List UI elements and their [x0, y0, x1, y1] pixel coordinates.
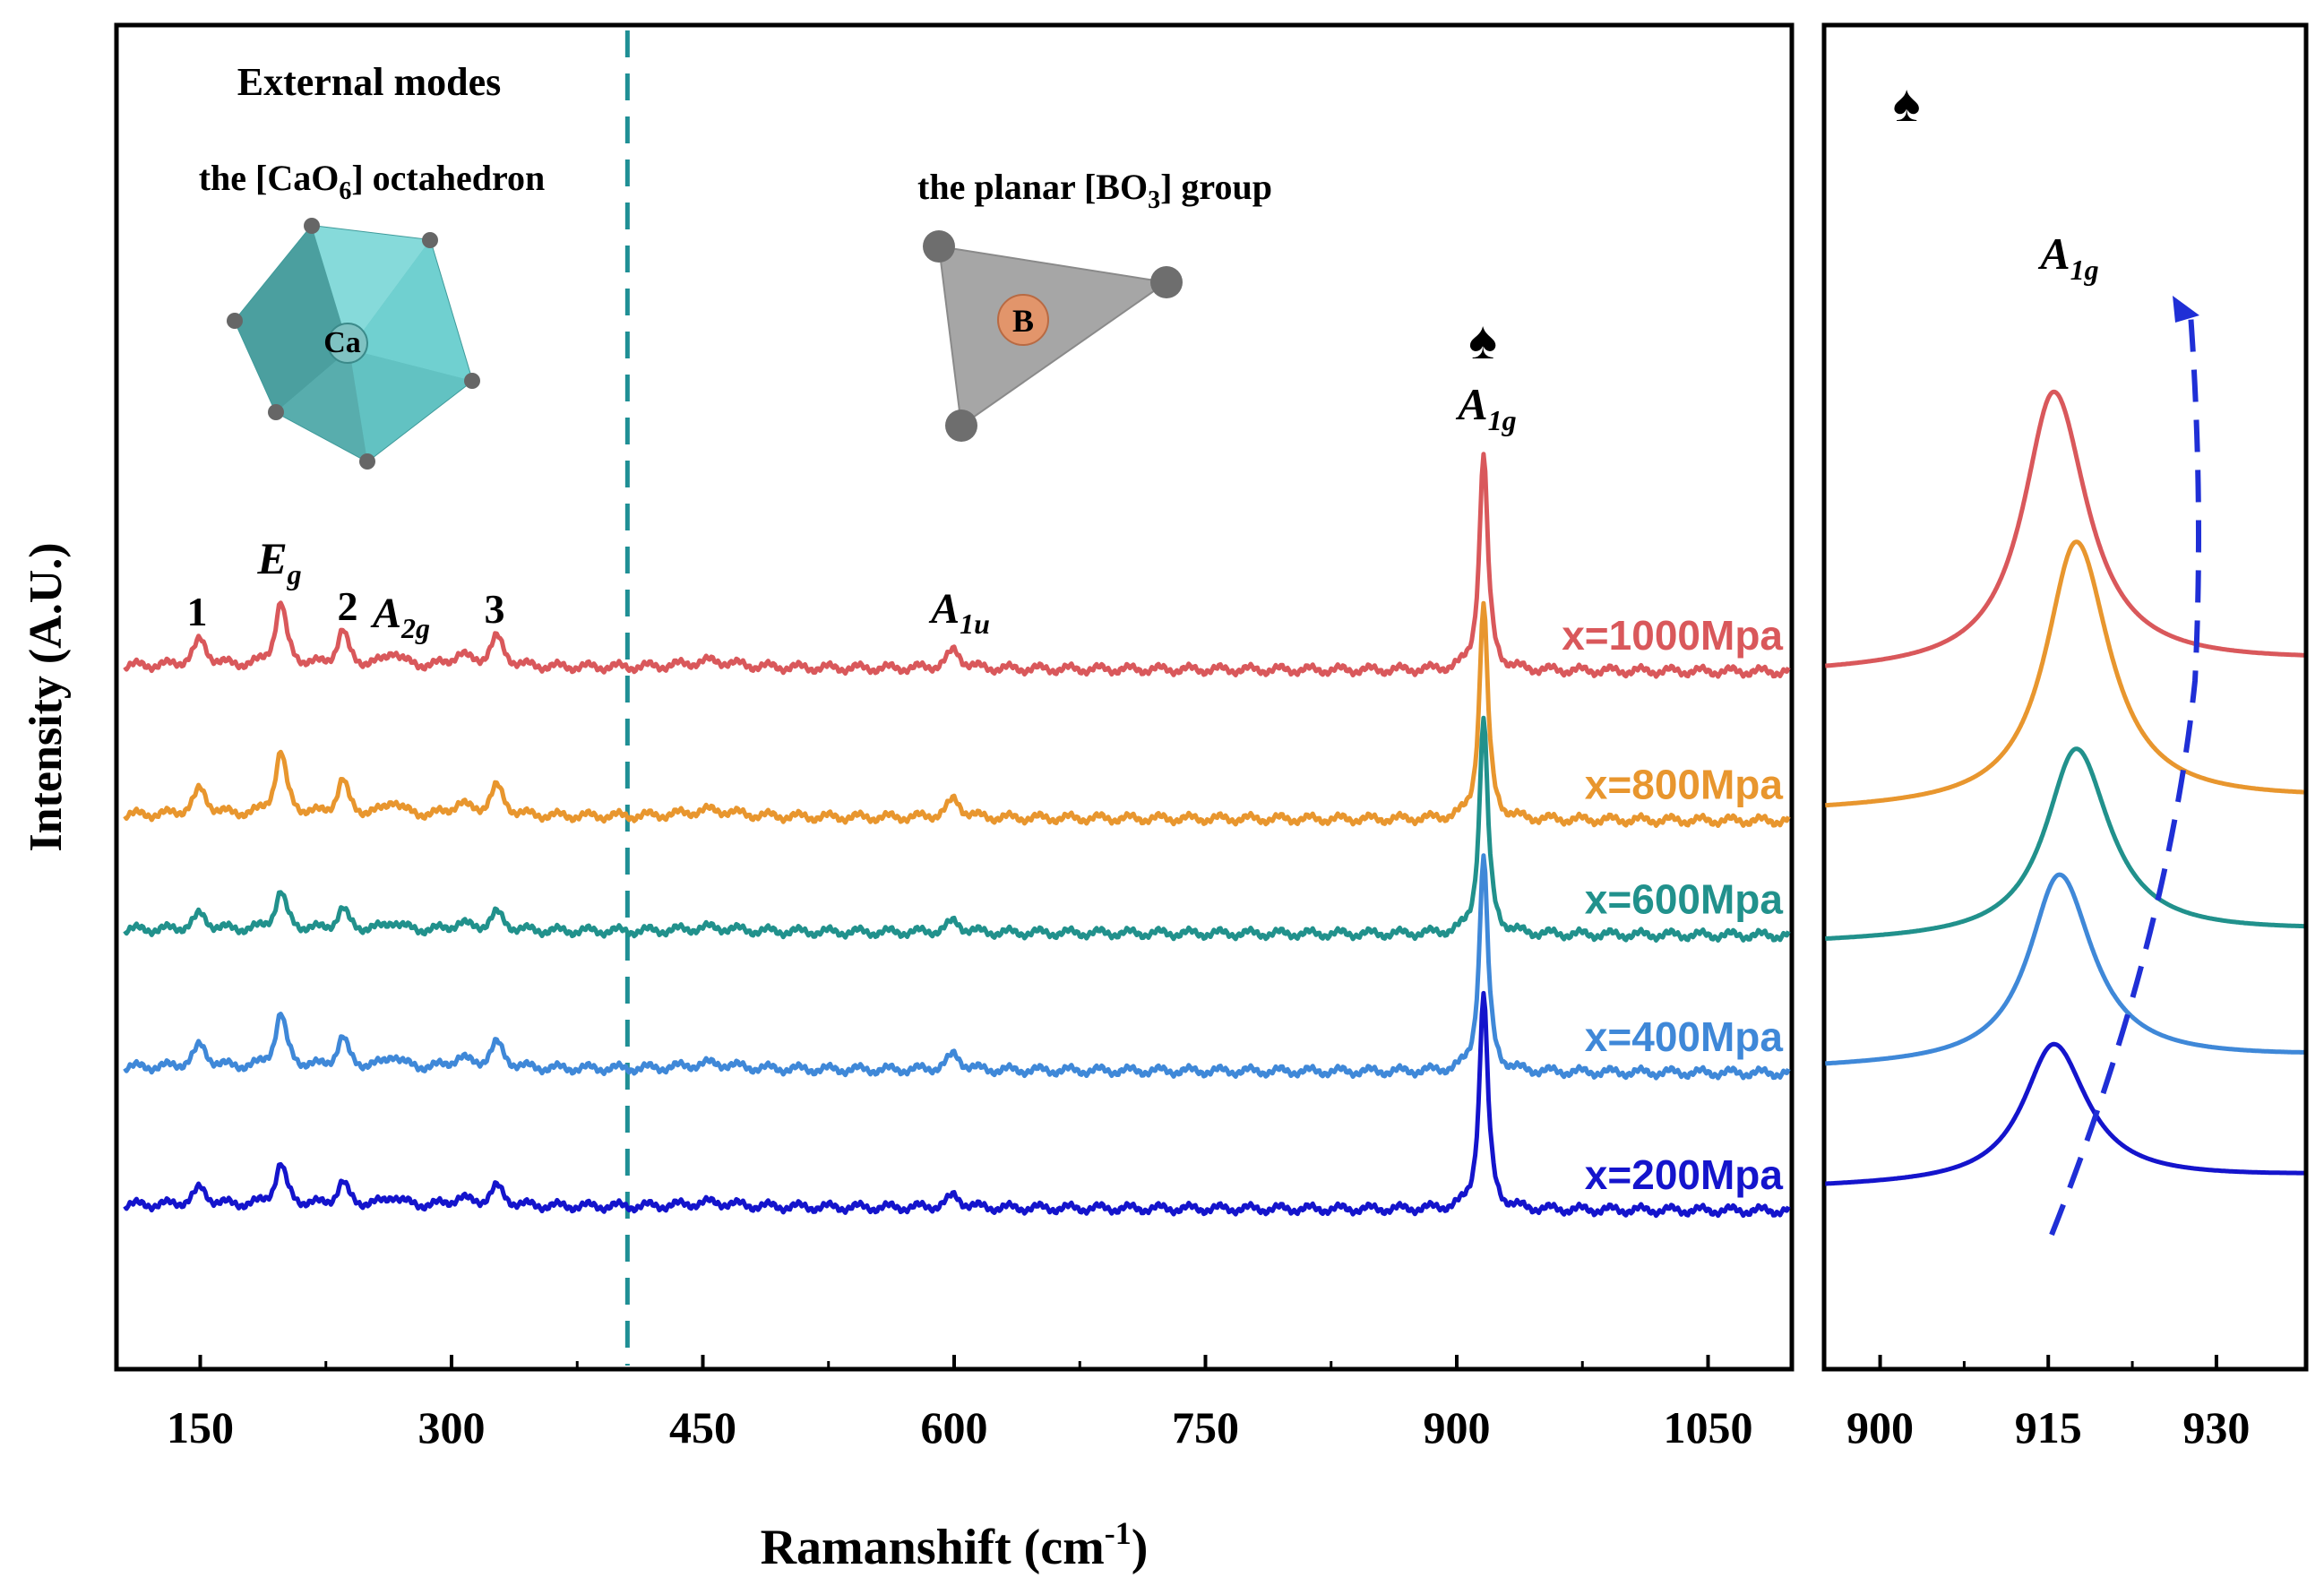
right-x-axis-ticks: 900 915 930 [1846, 1355, 2250, 1452]
x-tick-label-750: 750 [1172, 1402, 1239, 1452]
cao6-octahedron-illustration: Ca [227, 218, 480, 470]
right-series-line-2 [1824, 746, 2305, 941]
right-x-tick-label-915: 915 [2015, 1402, 2082, 1452]
ca-atom-label: Ca [323, 326, 361, 359]
x-tick-label-600: 600 [921, 1402, 988, 1452]
peak-marker-spade-left: ♠ [1468, 311, 1497, 370]
peak-label-a2g: A2g [370, 590, 430, 644]
series-label-1: x=800Mpa [1585, 762, 1784, 808]
peak-marker-spade-right: ♠ [1893, 74, 1921, 133]
left-panel-frame [114, 22, 1795, 1372]
series-line-2 [123, 715, 1791, 943]
x-tick-label-300: 300 [418, 1402, 486, 1452]
series-label-4: x=200Mpa [1585, 1151, 1784, 1198]
series-label-0: x=1000Mpa [1562, 612, 1783, 659]
x-tick-label-450: 450 [669, 1402, 736, 1452]
planar-group-label: the planar [BO3] group [917, 167, 1272, 214]
peak-label-2: 2 [338, 583, 358, 629]
right-series-group [1824, 389, 2305, 1186]
peak-label-a1g-left: A1g [1455, 379, 1516, 436]
series-labels: x=1000Mpa x=800Mpa x=600Mpa x=400Mpa x=200Mp… [1562, 612, 1783, 1198]
right-x-tick-label-900: 900 [1846, 1402, 1914, 1452]
x-tick-label-150: 150 [167, 1402, 234, 1452]
left-x-axis-ticks: 150 300 450 600 750 900 1050 [167, 1355, 1753, 1452]
octahedron-label: the [CaO6] octahedron [199, 158, 546, 205]
peak-label-3: 3 [485, 586, 505, 632]
peak-label-eg: Eg [256, 533, 301, 590]
series-label-3: x=400Mpa [1585, 1013, 1784, 1060]
right-series-line-1 [1824, 539, 2305, 808]
right-series-line-4 [1824, 1041, 2305, 1186]
x-tick-label-1050: 1050 [1664, 1402, 1753, 1452]
right-series-line-3 [1824, 872, 2305, 1066]
peak-label-1: 1 [187, 589, 208, 634]
external-modes-label: External modes [237, 60, 502, 104]
right-series-line-0 [1824, 389, 2305, 668]
x-tick-label-900: 900 [1424, 1402, 1491, 1452]
bo3-group-illustration: B [923, 230, 1183, 442]
series-line-4 [123, 990, 1791, 1219]
b-atom-label: B [1012, 303, 1034, 339]
y-axis-label: Intensity (A.U.) [21, 542, 72, 851]
shift-trend-arrow [2049, 296, 2201, 1237]
right-panel-frame [1821, 22, 2309, 1372]
series-label-2: x=600Mpa [1585, 876, 1784, 923]
peak-label-a1g-right: A1g [2037, 228, 2098, 286]
series-line-0 [123, 452, 1791, 679]
x-axis-label: Ramanshift (cm-1) [761, 1515, 1149, 1575]
left-series-group [123, 452, 1791, 1219]
right-x-tick-label-930: 930 [2182, 1402, 2250, 1452]
series-line-3 [123, 853, 1791, 1081]
peak-label-a1u: A1u [928, 585, 990, 640]
series-line-1 [123, 600, 1791, 828]
